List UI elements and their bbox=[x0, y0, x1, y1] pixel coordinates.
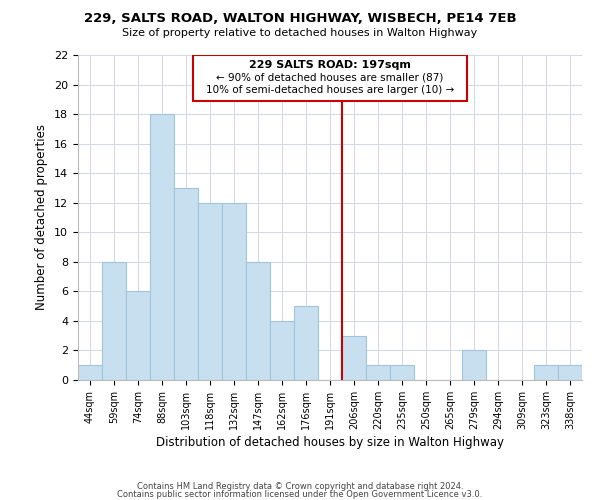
Text: Size of property relative to detached houses in Walton Highway: Size of property relative to detached ho… bbox=[122, 28, 478, 38]
Text: 10% of semi-detached houses are larger (10) →: 10% of semi-detached houses are larger (… bbox=[206, 86, 454, 96]
Bar bbox=[150, 114, 174, 380]
Text: Contains public sector information licensed under the Open Government Licence v3: Contains public sector information licen… bbox=[118, 490, 482, 499]
Bar bbox=[102, 262, 126, 380]
Bar bbox=[246, 262, 270, 380]
Text: 229 SALTS ROAD: 197sqm: 229 SALTS ROAD: 197sqm bbox=[249, 60, 411, 70]
Bar bbox=[366, 365, 390, 380]
FancyBboxPatch shape bbox=[193, 55, 467, 101]
Y-axis label: Number of detached properties: Number of detached properties bbox=[35, 124, 49, 310]
X-axis label: Distribution of detached houses by size in Walton Highway: Distribution of detached houses by size … bbox=[156, 436, 504, 449]
Bar bbox=[390, 365, 414, 380]
Bar bbox=[198, 202, 222, 380]
Bar bbox=[342, 336, 366, 380]
Bar bbox=[174, 188, 198, 380]
Bar bbox=[78, 365, 102, 380]
Bar bbox=[126, 292, 150, 380]
Text: ← 90% of detached houses are smaller (87): ← 90% of detached houses are smaller (87… bbox=[217, 72, 443, 82]
Bar bbox=[534, 365, 558, 380]
Bar bbox=[270, 321, 294, 380]
Text: 229, SALTS ROAD, WALTON HIGHWAY, WISBECH, PE14 7EB: 229, SALTS ROAD, WALTON HIGHWAY, WISBECH… bbox=[83, 12, 517, 26]
Bar bbox=[294, 306, 318, 380]
Text: Contains HM Land Registry data © Crown copyright and database right 2024.: Contains HM Land Registry data © Crown c… bbox=[137, 482, 463, 491]
Bar bbox=[462, 350, 486, 380]
Bar bbox=[222, 202, 246, 380]
Bar bbox=[558, 365, 582, 380]
